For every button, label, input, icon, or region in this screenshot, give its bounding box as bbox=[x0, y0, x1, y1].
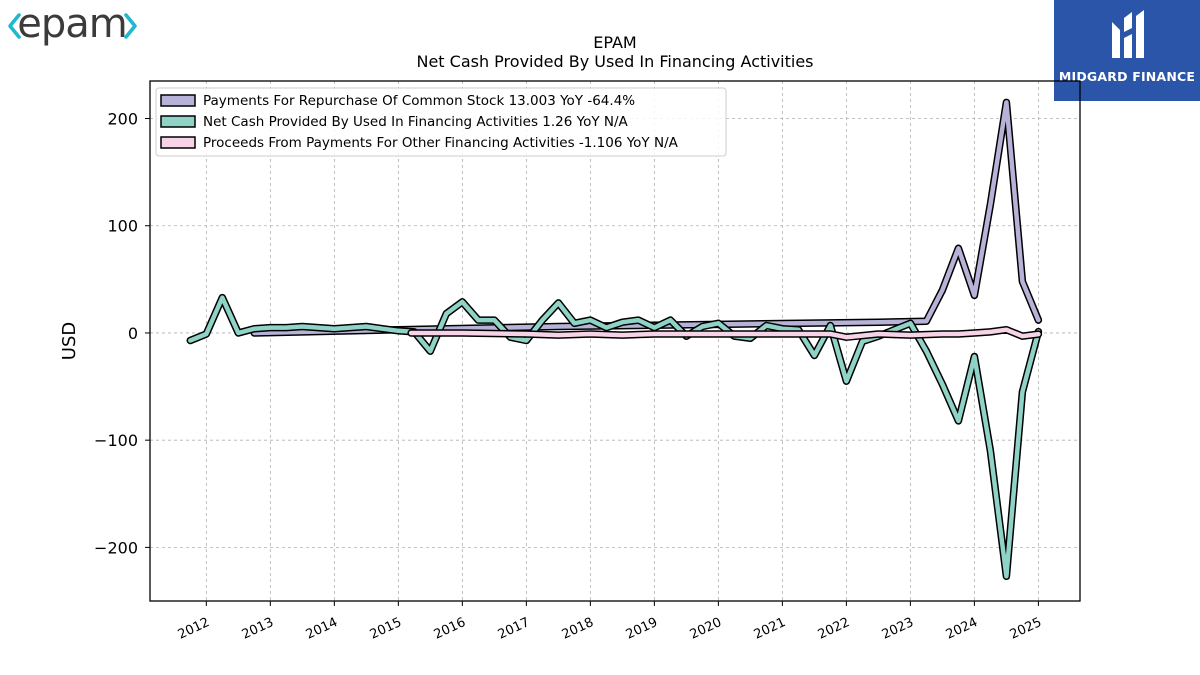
x-tick-label: 2021 bbox=[752, 615, 788, 643]
legend-label: Proceeds From Payments For Other Financi… bbox=[203, 135, 679, 151]
x-tick-label: 2013 bbox=[240, 615, 276, 643]
x-tick-label: 2019 bbox=[624, 615, 660, 643]
chart-title: EPAM bbox=[593, 33, 637, 52]
x-tick-label: 2022 bbox=[816, 615, 852, 643]
midgard-finance-logo: MIDGARD FINANCE bbox=[1054, 0, 1200, 101]
y-tick-label: 100 bbox=[107, 217, 138, 236]
y-tick-label: 0 bbox=[128, 324, 138, 343]
x-tick-label: 2012 bbox=[176, 615, 212, 643]
series-line bbox=[252, 100, 1041, 336]
grid-lines bbox=[150, 81, 1080, 601]
legend-label: Net Cash Provided By Used In Financing A… bbox=[203, 114, 629, 130]
x-tick-label: 2025 bbox=[1008, 615, 1044, 643]
midgard-finance-wordmark: MIDGARD FINANCE bbox=[1058, 69, 1196, 84]
series-2 bbox=[186, 293, 1043, 581]
x-tick-label: 2020 bbox=[688, 615, 724, 643]
y-tick-label: 200 bbox=[107, 110, 138, 129]
x-tick-label: 2015 bbox=[368, 615, 404, 643]
plot-frame bbox=[149, 80, 1081, 602]
midgard-emblem-icon bbox=[1112, 10, 1144, 58]
series-line bbox=[408, 327, 1041, 340]
y-tick-label: −100 bbox=[94, 431, 138, 450]
series-line-outline bbox=[186, 293, 1043, 581]
legend: Payments For Repurchase Of Common Stock … bbox=[155, 87, 727, 157]
x-tick-label: 2017 bbox=[496, 615, 532, 643]
logo-left-chevron bbox=[8, 13, 21, 39]
x-tick-label: 2023 bbox=[880, 615, 916, 643]
legend-swatch bbox=[160, 94, 196, 107]
x-tick-label: 2016 bbox=[432, 615, 468, 643]
y-tick-label: −200 bbox=[94, 538, 138, 557]
y-axis-label: USD bbox=[59, 322, 80, 360]
chart-subtitle: Net Cash Provided By Used In Financing A… bbox=[416, 52, 814, 71]
legend-box bbox=[155, 87, 727, 157]
series-1 bbox=[250, 98, 1043, 337]
x-tick-label: 2024 bbox=[944, 615, 980, 643]
x-tick-label: 2014 bbox=[304, 615, 340, 643]
logo-right-chevron bbox=[124, 13, 137, 39]
logo-wordmark: epam bbox=[17, 2, 126, 47]
x-tick-label: 2018 bbox=[560, 615, 596, 643]
epam-logo: epam bbox=[8, 2, 137, 47]
legend-label: Payments For Repurchase Of Common Stock … bbox=[203, 93, 635, 109]
series-line bbox=[188, 295, 1041, 579]
legend-swatch bbox=[160, 136, 196, 149]
legend-swatch bbox=[160, 115, 196, 128]
series-3 bbox=[407, 325, 1043, 341]
